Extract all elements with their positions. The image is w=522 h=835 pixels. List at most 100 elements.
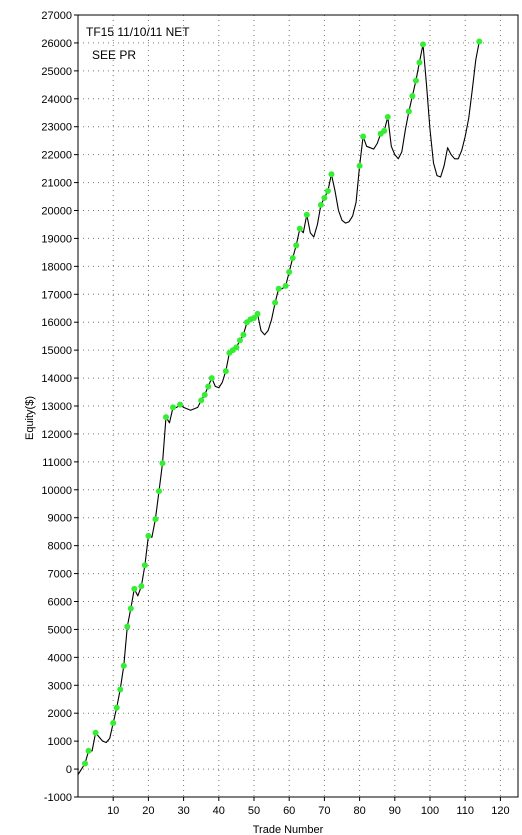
- equity-high-marker: [159, 460, 166, 467]
- y-tick-label: 24000: [41, 94, 72, 106]
- equity-high-marker: [222, 368, 229, 375]
- equity-high-marker: [405, 108, 412, 115]
- x-tick-label: 50: [248, 805, 260, 817]
- equity-high-marker: [205, 383, 212, 390]
- equity-high-marker: [110, 719, 117, 726]
- equity-high-marker: [208, 375, 215, 382]
- x-tick-label: 20: [142, 805, 154, 817]
- equity-high-marker: [92, 729, 99, 736]
- y-tick-label: 16000: [41, 317, 72, 329]
- x-tick-label: 90: [389, 805, 401, 817]
- equity-high-marker: [272, 299, 279, 306]
- equity-high-marker: [163, 414, 169, 421]
- equity-high-marker: [117, 686, 124, 693]
- equity-high-marker: [356, 162, 363, 169]
- equity-high-marker: [328, 171, 335, 178]
- y-tick-label: 4000: [48, 652, 72, 664]
- x-tick-label: 60: [283, 805, 295, 817]
- y-tick-label: 3000: [48, 680, 72, 692]
- equity-high-marker: [317, 201, 324, 208]
- y-tick-label: 26000: [41, 38, 72, 50]
- y-tick-label: 14000: [41, 373, 72, 385]
- equity-high-marker: [141, 562, 148, 569]
- x-tick-label: 120: [491, 805, 509, 817]
- x-tick-label: 100: [421, 805, 439, 817]
- y-tick-label: 27000: [41, 10, 72, 22]
- equity-high-marker: [412, 77, 419, 84]
- equity-high-marker: [409, 92, 416, 99]
- equity-high-marker: [201, 391, 208, 398]
- x-axis-title: Trade Number: [253, 824, 324, 835]
- x-tick-label: 110: [456, 805, 474, 817]
- equity-high-marker: [286, 268, 293, 275]
- equity-high-marker: [124, 623, 131, 630]
- equity-high-marker: [303, 211, 310, 218]
- y-tick-label: 1000: [48, 736, 72, 748]
- y-tick-label: 7000: [48, 569, 72, 581]
- y-tick-label: 11000: [42, 457, 72, 469]
- equity-high-marker: [416, 59, 423, 66]
- equity-high-marker: [384, 113, 391, 120]
- equity-high-marker: [275, 285, 282, 292]
- y-tick-label: 20000: [41, 206, 72, 218]
- equity-high-marker: [251, 315, 257, 322]
- equity-high-marker: [85, 747, 92, 754]
- y-tick-label: -1000: [44, 792, 72, 804]
- y-tick-label: 2000: [48, 708, 72, 720]
- equity-high-marker: [138, 583, 145, 590]
- y-tick-label: 18000: [41, 261, 72, 273]
- equity-high-marker: [127, 605, 134, 612]
- chart-annotation: TF15 11/10/11 NET: [86, 25, 190, 39]
- y-tick-label: 8000: [48, 541, 72, 553]
- equity-high-marker: [82, 760, 89, 767]
- y-tick-label: 13000: [41, 401, 72, 413]
- equity-high-marker: [240, 331, 247, 338]
- equity-high-marker: [113, 704, 120, 711]
- y-tick-label: 5000: [48, 624, 72, 636]
- equity-high-marker: [381, 127, 388, 134]
- plot-frame: [77, 14, 519, 798]
- equity-high-marker: [155, 488, 162, 495]
- y-tick-label: 17000: [41, 289, 72, 301]
- x-tick-label: 40: [213, 805, 225, 817]
- equity-high-marker: [293, 242, 300, 249]
- y-tick-label: 25000: [41, 66, 72, 78]
- x-tick-label: 70: [318, 805, 330, 817]
- y-tick-label: 12000: [41, 429, 72, 441]
- equity-high-marker: [360, 133, 367, 140]
- equity-high-marker: [177, 401, 184, 408]
- equity-high-marker: [236, 337, 243, 344]
- equity-high-marker: [198, 397, 205, 404]
- equity-line: [77, 41, 480, 775]
- x-tick-label: 30: [177, 805, 189, 817]
- x-tick-label: 10: [107, 805, 119, 817]
- equity-high-marker: [476, 38, 483, 45]
- equity-high-marker: [324, 187, 331, 194]
- equity-high-marker: [289, 254, 296, 261]
- chart-annotation: SEE PR: [92, 48, 136, 62]
- y-tick-label: 10000: [41, 485, 72, 497]
- y-tick-label: 22000: [41, 150, 72, 162]
- y-axis-title: Equity($): [24, 396, 36, 440]
- equity-high-marker: [419, 41, 426, 48]
- y-tick-label: 23000: [41, 122, 72, 134]
- y-tick-label: 19000: [41, 233, 72, 245]
- y-tick-label: 0: [66, 764, 72, 776]
- y-tick-label: 21000: [41, 178, 72, 190]
- y-tick-label: 6000: [48, 597, 72, 609]
- y-tick-label: 15000: [41, 345, 72, 357]
- y-tick-label: 9000: [48, 513, 72, 525]
- equity-high-marker: [233, 344, 240, 351]
- equity-high-marker: [296, 225, 303, 232]
- equity-high-marker: [131, 585, 138, 592]
- x-tick-label: 80: [353, 805, 365, 817]
- equity-high-marker: [282, 282, 289, 289]
- equity-high-marker: [152, 516, 159, 523]
- equity-high-marker: [170, 404, 177, 411]
- equity-high-marker: [145, 532, 152, 539]
- equity-high-marker: [254, 310, 261, 317]
- equity-high-marker: [321, 194, 328, 201]
- equity-high-marker: [120, 662, 127, 669]
